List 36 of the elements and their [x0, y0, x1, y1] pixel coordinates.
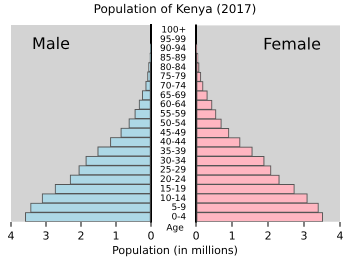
text: Male [32, 34, 70, 54]
y-tick-label: 0-4 [171, 212, 186, 222]
x-tick-label: 4 [336, 229, 344, 242]
y-tick-label: 65-69 [160, 90, 186, 101]
y-tick-label: 100+ [161, 25, 186, 36]
y-tick-label: 15-19 [160, 184, 186, 194]
y-tick-label: 75-79 [160, 72, 186, 82]
x-tick-label: 3 [300, 229, 308, 242]
y-tick-label: 55-59 [160, 110, 186, 120]
y-tick-label: 90-94 [160, 44, 186, 54]
x-tick-label: 3 [42, 229, 50, 242]
y-tick-label: 35-39 [160, 147, 186, 157]
x-tick-label: 4 [8, 229, 14, 242]
y-tick-label: 10-14 [160, 194, 186, 204]
y-tick-label: 20-24 [160, 175, 186, 186]
x-axis-title: Population (in millions) [111, 244, 239, 257]
y-tick-label: 70-74 [160, 82, 186, 92]
x-tick-label: 1 [228, 229, 236, 242]
y-axis-title: Age [166, 224, 184, 234]
y-tick-label: 85-89 [160, 53, 186, 64]
y-tick-label: 25-29 [160, 166, 186, 176]
y-tick-label: 5-9 [171, 203, 186, 214]
y-tick-label: 30-34 [160, 156, 186, 166]
y-tick-label: 50-54 [160, 118, 186, 129]
x-tick-label: 0 [148, 229, 154, 242]
x-tick-label: 2 [78, 229, 84, 242]
y-tick-label: 40-44 [160, 138, 186, 148]
x-tick-label: 0 [192, 229, 200, 242]
y-tick-label: 45-49 [160, 128, 186, 138]
x-tick-label: 2 [264, 229, 272, 242]
y-tick-label: 60-64 [160, 100, 186, 110]
y-tick-label: 80-84 [160, 62, 186, 73]
x-tick-label: 1 [112, 229, 120, 242]
text: Population of Kenya (2017) [92, 2, 258, 16]
text: Female [263, 34, 321, 54]
y-tick-label: 95-99 [160, 34, 186, 45]
